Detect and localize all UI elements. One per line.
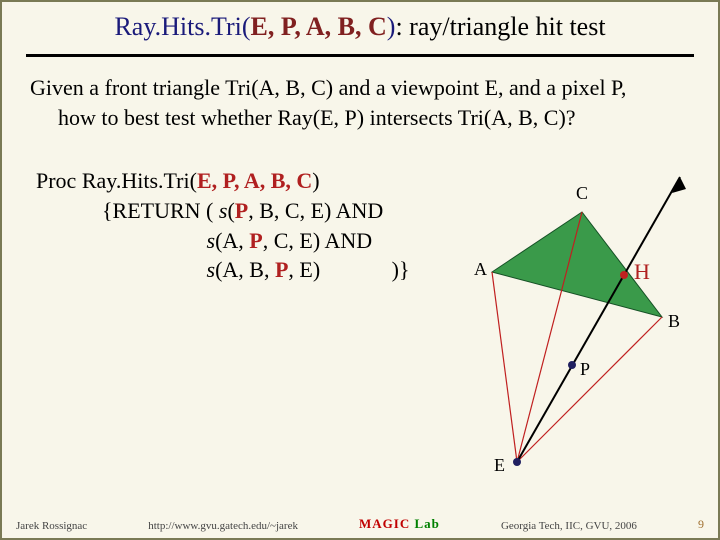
label-P: P — [580, 359, 590, 380]
label-H: H — [634, 259, 650, 285]
label-C: C — [576, 183, 588, 204]
ray-triangle-diagram: A B C H P E — [402, 177, 702, 477]
title-fn: Ray.Hits.Tri( — [114, 12, 250, 41]
slide-title: Ray.Hits.Tri(E, P, A, B, C): ray/triangl… — [2, 2, 718, 50]
body-text: Given a front triangle Tri(A, B, C) and … — [2, 57, 718, 132]
body-line2: how to best test whether Ray(E, P) inter… — [30, 103, 690, 133]
slide: Ray.Hits.Tri(E, P, A, B, C): ray/triangl… — [0, 0, 720, 540]
footer-org: Georgia Tech, IIC, GVU, 2006 — [501, 520, 637, 532]
footer-lab: MAGIC Lab — [359, 516, 440, 532]
footer: Jarek Rossignac http://www.gvu.gatech.ed… — [2, 516, 718, 532]
footer-page: 9 — [698, 517, 704, 532]
label-E: E — [494, 455, 505, 476]
title-args: E, P, A, B, C — [250, 12, 386, 41]
label-A: A — [474, 259, 487, 280]
body-line1: Given a front triangle Tri(A, B, C) and … — [30, 75, 626, 100]
label-B: B — [668, 311, 680, 332]
footer-author: Jarek Rossignac — [16, 520, 87, 532]
diagram-svg — [402, 177, 702, 477]
footer-url: http://www.gvu.gatech.edu/~jarek — [148, 520, 298, 532]
title-rest: : ray/triangle hit test — [395, 12, 605, 41]
